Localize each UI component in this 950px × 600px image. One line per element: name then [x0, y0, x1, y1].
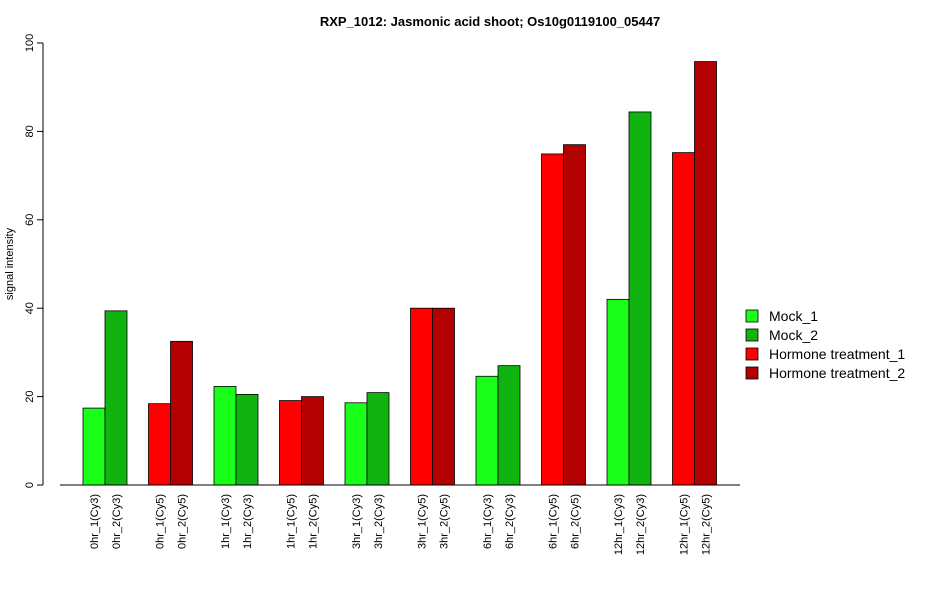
bar [475, 375, 499, 486]
bar [104, 310, 128, 486]
y-tick-label: 40 [24, 302, 36, 314]
legend-swatch [745, 366, 759, 380]
legend-label: Mock_1 [769, 308, 818, 324]
x-tick-label: 12hr_2(Cy3) [635, 494, 647, 555]
x-tick-label: 1hr_2(Cy3) [242, 494, 254, 549]
x-tick-label: 3hr_1(Cy5) [417, 494, 429, 549]
x-tick-label: 1hr_1(Cy5) [286, 494, 298, 549]
bar [563, 144, 586, 486]
x-tick-label: 6hr_1(Cy5) [548, 494, 560, 549]
bar [694, 61, 717, 486]
bar [606, 298, 630, 486]
y-tick-label: 20 [24, 390, 36, 402]
y-axis: 0 20 40 60 80 100 [24, 34, 44, 488]
y-axis-label: signal intensity [4, 227, 16, 300]
bar [279, 400, 302, 486]
x-tick-label: 0hr_1(Cy3) [89, 494, 101, 549]
legend-swatch [745, 328, 759, 342]
x-tick-label: 12hr_1(Cy5) [679, 494, 691, 555]
legend-swatch [745, 347, 759, 361]
x-tick-label: 1hr_2(Cy5) [308, 494, 320, 549]
legend-swatch [745, 309, 759, 323]
bar [301, 396, 324, 486]
y-tick-label: 100 [24, 34, 36, 52]
legend-label: Hormone treatment_2 [769, 365, 905, 381]
x-tick-label: 1hr_1(Cy3) [220, 494, 232, 549]
bar [672, 152, 695, 486]
bar [410, 307, 433, 486]
y-tick-label: 80 [24, 125, 36, 137]
x-tick-label: 6hr_2(Cy5) [570, 494, 582, 549]
bar [235, 393, 259, 486]
x-tick-label: 3hr_1(Cy3) [351, 494, 363, 549]
bar [82, 407, 106, 486]
y-tick-label: 60 [24, 214, 36, 226]
x-tick-label: 12hr_1(Cy3) [613, 494, 625, 555]
bar [628, 111, 652, 486]
bar [432, 307, 455, 486]
x-tick-label: 0hr_2(Cy3) [111, 494, 123, 549]
bar [541, 153, 564, 486]
bar [148, 403, 171, 486]
x-tick-label: 6hr_1(Cy3) [482, 494, 494, 549]
bar [344, 402, 368, 486]
y-tick-label: 0 [24, 482, 36, 488]
x-tick-label: 0hr_2(Cy5) [177, 494, 189, 549]
x-tick-labels: 0hr_1(Cy3) 0hr_2(Cy3) 0hr_1(Cy5) 0hr_2(Cy5)… [89, 494, 713, 555]
legend: Mock_1 Mock_2 Hormone treatment_1 Hormone t… [745, 308, 905, 381]
x-tick-label: 3hr_2(Cy3) [373, 494, 385, 549]
bar [497, 365, 521, 486]
bar [170, 340, 193, 486]
chart-title: RXP_1012: Jasmonic acid shoot; Os10g0119… [320, 14, 660, 29]
bar [366, 392, 390, 486]
x-tick-label: 12hr_2(Cy5) [701, 494, 713, 555]
bar [213, 386, 237, 486]
x-tick-label: 0hr_1(Cy5) [155, 494, 167, 549]
x-tick-label: 3hr_2(Cy5) [439, 494, 451, 549]
x-tick-label: 6hr_2(Cy3) [504, 494, 516, 549]
legend-label: Mock_2 [769, 327, 818, 343]
bars-group [82, 61, 717, 486]
legend-label: Hormone treatment_1 [769, 346, 905, 362]
